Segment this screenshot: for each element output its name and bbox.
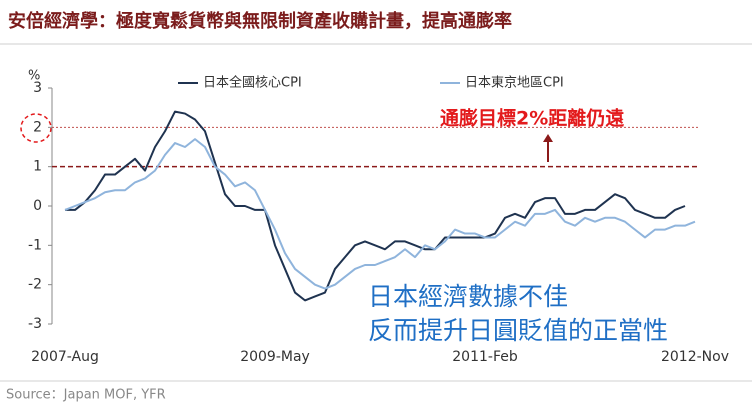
- y-tick-label: -2: [28, 277, 42, 293]
- series-line: [64, 138, 696, 290]
- y-tick-label: 1: [33, 159, 42, 175]
- y-tick-label: -3: [28, 316, 42, 332]
- y-tick-label: 3: [33, 80, 42, 96]
- y-tick-label: -1: [28, 237, 42, 253]
- annotation: 反而提升日圓貶值的正當性: [368, 316, 668, 345]
- x-tick-label: 2007-Aug: [31, 349, 99, 365]
- x-tick-label: 2009-May: [240, 349, 310, 365]
- annotation: 通膨目標2%距離仍遠: [440, 107, 624, 130]
- x-tick-label: 2012-Nov: [661, 349, 729, 365]
- annotation: 日本經濟數據不佳: [368, 282, 568, 311]
- y-tick-label: 0: [33, 198, 42, 214]
- y-axis-label: %: [28, 69, 40, 84]
- x-tick-label: 2011-Feb: [452, 349, 518, 365]
- chart-title: 安倍經濟學：極度寬鬆貨幣與無限制資產收購計畫，提高通膨率: [8, 10, 512, 32]
- legend-label: 日本全國核心CPI: [203, 75, 302, 91]
- highlight-circle: [20, 113, 52, 143]
- series-line: [65, 110, 686, 302]
- legend-label: 日本東京地區CPI: [465, 75, 564, 91]
- source: Source：Japan MOF, YFR: [6, 388, 166, 403]
- arrow-head: [543, 134, 553, 142]
- y-tick-label: 2: [33, 119, 42, 135]
